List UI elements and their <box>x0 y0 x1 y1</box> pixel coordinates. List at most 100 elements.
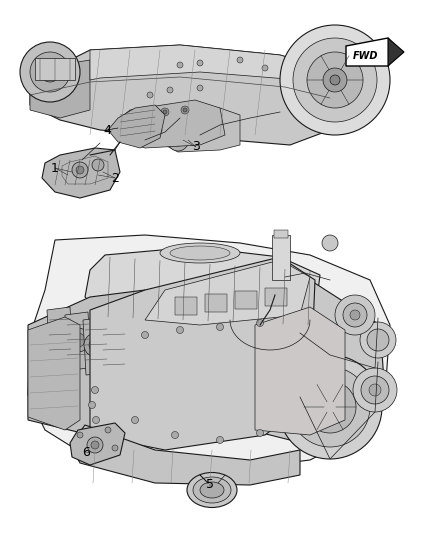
Circle shape <box>177 62 183 68</box>
Circle shape <box>257 319 264 327</box>
Text: 2: 2 <box>111 172 119 184</box>
Circle shape <box>353 368 397 412</box>
Circle shape <box>335 295 375 335</box>
Bar <box>205 294 227 312</box>
Ellipse shape <box>193 477 231 503</box>
Circle shape <box>161 108 169 116</box>
Circle shape <box>53 328 67 342</box>
Circle shape <box>136 126 144 134</box>
Polygon shape <box>30 60 90 118</box>
Circle shape <box>92 386 99 393</box>
Circle shape <box>304 381 356 433</box>
Polygon shape <box>255 307 345 435</box>
Text: 4: 4 <box>103 124 111 136</box>
Text: 6: 6 <box>82 446 90 458</box>
Bar <box>235 291 257 309</box>
Polygon shape <box>85 247 320 330</box>
Circle shape <box>293 38 377 122</box>
Circle shape <box>156 128 160 132</box>
Circle shape <box>367 329 389 351</box>
Circle shape <box>91 441 99 449</box>
Polygon shape <box>28 317 80 430</box>
Bar <box>274 230 288 238</box>
Polygon shape <box>346 38 398 66</box>
Text: 5: 5 <box>206 478 214 490</box>
Circle shape <box>360 322 396 358</box>
Circle shape <box>197 85 203 91</box>
Circle shape <box>138 128 142 132</box>
Circle shape <box>324 401 336 413</box>
Circle shape <box>280 25 390 135</box>
Text: 1: 1 <box>51 161 59 174</box>
Ellipse shape <box>166 119 191 151</box>
Circle shape <box>323 68 347 92</box>
Circle shape <box>147 92 153 98</box>
Circle shape <box>141 111 149 119</box>
Circle shape <box>278 355 382 459</box>
Polygon shape <box>118 100 225 148</box>
Polygon shape <box>70 425 300 485</box>
Circle shape <box>76 166 84 174</box>
Circle shape <box>307 52 363 108</box>
Text: 3: 3 <box>192 141 200 154</box>
Circle shape <box>322 235 338 251</box>
Circle shape <box>88 401 95 408</box>
Circle shape <box>66 328 90 352</box>
Circle shape <box>30 52 70 92</box>
Bar <box>272 235 290 280</box>
Polygon shape <box>250 280 385 440</box>
Bar <box>175 297 197 315</box>
Polygon shape <box>42 148 120 198</box>
Circle shape <box>107 343 121 357</box>
Circle shape <box>71 333 85 347</box>
Ellipse shape <box>170 124 186 146</box>
Polygon shape <box>90 257 315 450</box>
Circle shape <box>40 62 60 82</box>
Bar <box>35 58 75 80</box>
Text: FWD: FWD <box>353 51 379 61</box>
Circle shape <box>89 338 103 352</box>
Circle shape <box>278 343 322 387</box>
Polygon shape <box>28 290 150 435</box>
Circle shape <box>257 430 264 437</box>
Circle shape <box>216 437 223 443</box>
Circle shape <box>87 437 103 453</box>
Polygon shape <box>101 322 127 380</box>
Circle shape <box>48 323 72 347</box>
Circle shape <box>84 333 108 357</box>
Ellipse shape <box>160 243 240 263</box>
Circle shape <box>105 427 111 433</box>
Polygon shape <box>47 307 73 365</box>
Circle shape <box>350 310 360 320</box>
Polygon shape <box>83 317 109 375</box>
Polygon shape <box>90 45 330 80</box>
Polygon shape <box>65 312 91 370</box>
Bar <box>265 288 287 306</box>
Circle shape <box>154 126 162 134</box>
Circle shape <box>141 332 148 338</box>
Circle shape <box>77 432 83 438</box>
Circle shape <box>92 416 99 424</box>
Circle shape <box>181 106 189 114</box>
Circle shape <box>131 416 138 424</box>
Circle shape <box>143 113 147 117</box>
Circle shape <box>172 432 179 439</box>
Circle shape <box>112 445 118 451</box>
Circle shape <box>197 60 203 66</box>
Circle shape <box>216 324 223 330</box>
Circle shape <box>268 333 332 397</box>
Circle shape <box>262 65 268 71</box>
Polygon shape <box>70 423 125 465</box>
Polygon shape <box>145 260 310 325</box>
Polygon shape <box>28 235 390 470</box>
Polygon shape <box>108 105 165 148</box>
Circle shape <box>343 303 367 327</box>
Polygon shape <box>388 38 404 66</box>
Circle shape <box>316 393 344 421</box>
Circle shape <box>20 42 80 102</box>
Circle shape <box>183 108 187 112</box>
Circle shape <box>290 367 370 447</box>
Circle shape <box>330 75 340 85</box>
Circle shape <box>92 159 104 171</box>
Circle shape <box>361 376 389 404</box>
